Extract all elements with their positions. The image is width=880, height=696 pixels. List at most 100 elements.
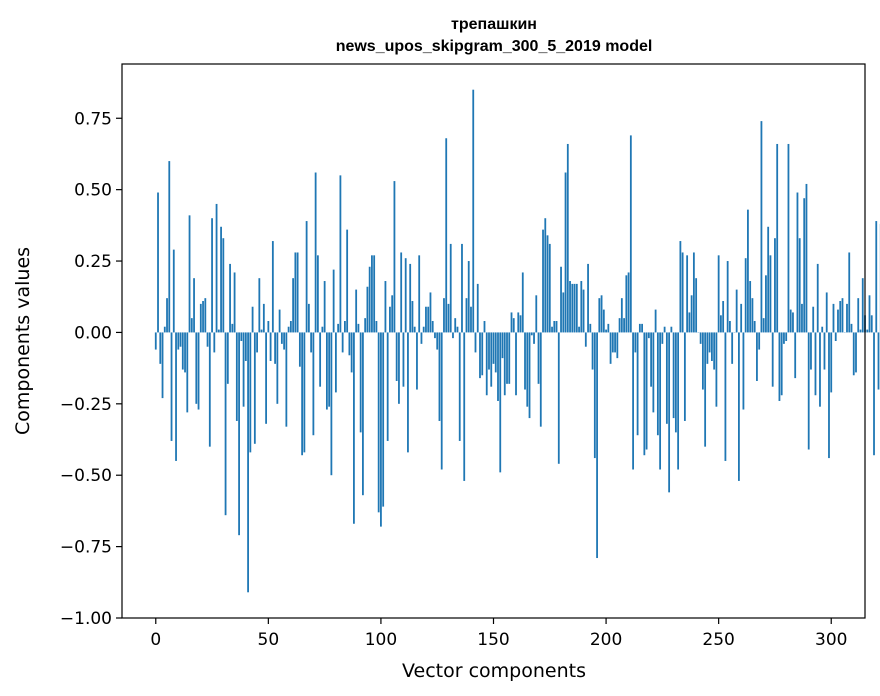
bar xyxy=(285,332,288,427)
bar xyxy=(393,181,396,333)
plot-frame xyxy=(121,63,866,619)
bar xyxy=(611,332,614,353)
bar xyxy=(256,332,258,353)
bar xyxy=(316,255,319,333)
bar xyxy=(598,298,601,333)
x-axis-label: Vector components xyxy=(402,660,586,682)
bar xyxy=(738,332,740,481)
bar xyxy=(562,292,565,333)
bar xyxy=(215,203,218,333)
bar xyxy=(652,332,655,413)
bar xyxy=(323,281,326,333)
bar xyxy=(181,332,184,370)
bar xyxy=(197,332,200,410)
bar xyxy=(271,241,274,333)
bar xyxy=(740,303,743,333)
bar xyxy=(699,332,702,344)
bar xyxy=(337,323,340,333)
bar xyxy=(591,332,594,370)
bar xyxy=(166,298,168,333)
bar xyxy=(449,243,452,333)
bar xyxy=(823,332,826,370)
bar xyxy=(312,332,315,436)
bar xyxy=(762,318,765,333)
bar xyxy=(260,329,263,333)
bar xyxy=(283,332,286,350)
bar xyxy=(602,309,605,333)
bar xyxy=(467,261,470,333)
bar xyxy=(269,332,272,361)
bar xyxy=(837,309,839,333)
bar xyxy=(301,332,304,456)
bar xyxy=(384,281,387,333)
bar xyxy=(643,332,646,456)
bar xyxy=(328,332,331,407)
bar xyxy=(163,326,166,333)
bar xyxy=(810,332,812,370)
y-tick-label: −1.00 xyxy=(60,609,112,629)
bar xyxy=(717,255,720,333)
bar xyxy=(265,332,267,424)
bar xyxy=(208,332,211,447)
bar xyxy=(627,272,630,333)
bar xyxy=(280,332,283,344)
bar xyxy=(413,326,416,333)
bar xyxy=(839,301,842,333)
x-tick-label: 150 xyxy=(477,630,509,650)
bar xyxy=(454,318,457,333)
bar xyxy=(377,332,380,513)
bar xyxy=(251,306,254,333)
bar xyxy=(253,332,256,444)
bar xyxy=(353,332,355,524)
bar xyxy=(650,332,653,387)
bar xyxy=(238,332,240,536)
bar xyxy=(348,332,351,356)
bar xyxy=(350,332,353,373)
bars-group xyxy=(154,89,880,593)
bar xyxy=(177,332,180,350)
bar xyxy=(159,332,162,364)
bar xyxy=(418,255,421,333)
bar xyxy=(620,298,623,333)
bar xyxy=(789,309,792,333)
bar xyxy=(506,332,508,384)
bar xyxy=(812,306,815,333)
bar xyxy=(564,172,567,333)
bar xyxy=(524,332,526,390)
bar xyxy=(589,323,592,333)
bar xyxy=(720,315,722,333)
bar xyxy=(503,332,506,396)
bar xyxy=(744,258,747,333)
bar xyxy=(593,332,596,459)
bar xyxy=(195,332,198,404)
chart-title: трепашкин xyxy=(451,16,537,33)
bar xyxy=(485,332,488,396)
bar xyxy=(877,332,880,390)
bar xyxy=(609,332,612,364)
bar xyxy=(479,332,481,379)
bar xyxy=(211,218,213,333)
bar xyxy=(294,252,297,333)
bar xyxy=(638,323,641,333)
bar xyxy=(553,321,556,333)
bar xyxy=(701,332,704,390)
bar xyxy=(557,332,560,464)
bar xyxy=(636,332,639,436)
x-tick-label: 200 xyxy=(590,630,622,650)
y-tick-label: −0.25 xyxy=(60,395,112,415)
bar xyxy=(679,241,682,333)
x-tick-label: 250 xyxy=(702,630,734,650)
bar xyxy=(386,332,389,441)
bar xyxy=(735,289,738,333)
bar xyxy=(341,332,344,353)
bar xyxy=(677,332,680,470)
bar xyxy=(172,249,175,333)
bar xyxy=(580,281,583,333)
bar xyxy=(168,161,171,333)
bar xyxy=(235,332,238,421)
bar xyxy=(497,332,499,401)
bar xyxy=(767,226,770,333)
bar xyxy=(528,332,531,419)
x-tick-label: 100 xyxy=(365,630,397,650)
